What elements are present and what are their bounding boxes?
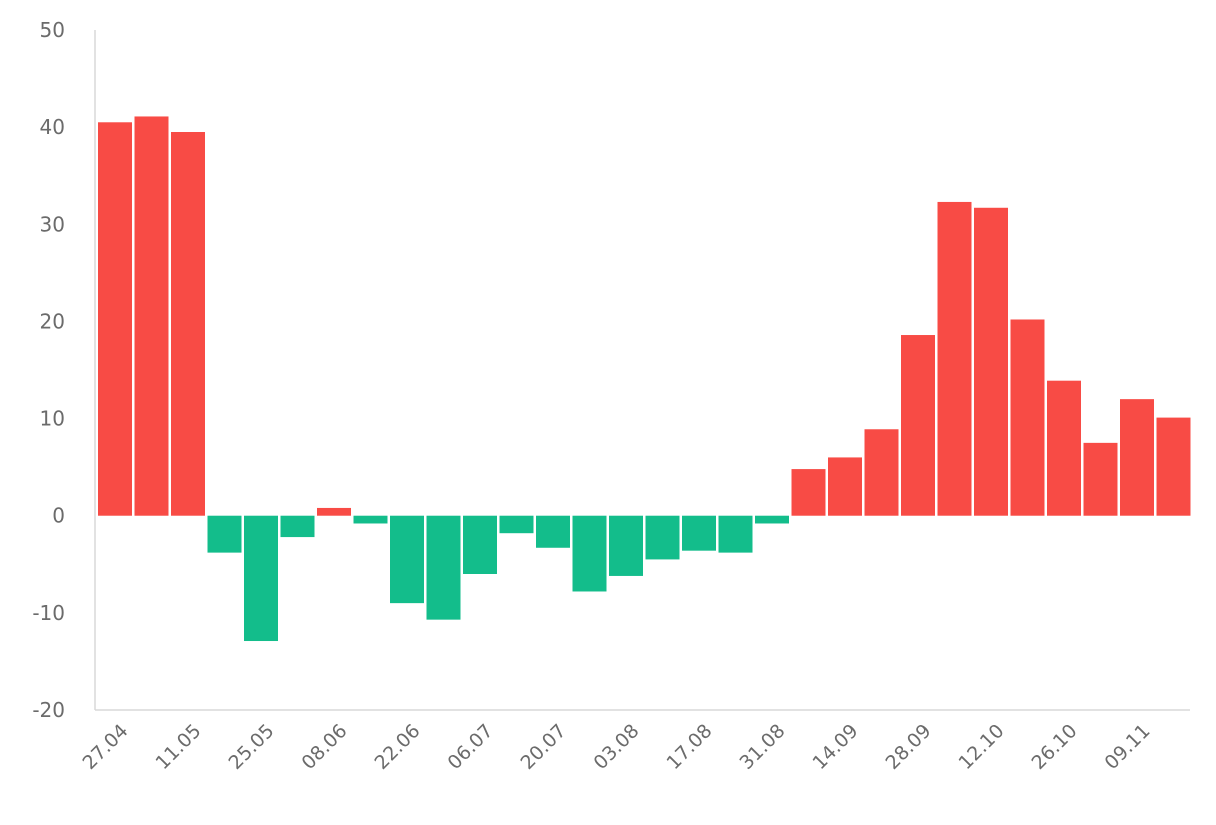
x-tick-label: 03.08 bbox=[590, 720, 644, 774]
x-tick-label: 08.06 bbox=[298, 720, 352, 774]
bar bbox=[390, 515, 424, 604]
y-tick-label: 40 bbox=[40, 115, 65, 139]
x-tick-label: 31.08 bbox=[736, 720, 790, 774]
bar bbox=[499, 515, 534, 534]
y-tick-label: -20 bbox=[32, 698, 65, 722]
y-tick-label: 10 bbox=[40, 407, 65, 431]
x-tick-label: 26.10 bbox=[1028, 720, 1082, 774]
x-tick-label: 06.07 bbox=[444, 720, 498, 774]
bar bbox=[536, 515, 570, 548]
bar bbox=[791, 469, 826, 516]
bar bbox=[755, 515, 789, 524]
bar bbox=[828, 457, 862, 516]
y-tick-label: 50 bbox=[40, 18, 65, 42]
x-axis-ticks: 27.04 11.05 25.05 08.06 22.06 06.07 20.07 03.08… bbox=[79, 720, 1155, 774]
bar bbox=[1047, 380, 1081, 516]
bar bbox=[609, 515, 643, 576]
bar bbox=[463, 515, 497, 574]
bar bbox=[901, 335, 935, 516]
y-tick-label: 30 bbox=[40, 212, 65, 236]
bar bbox=[134, 116, 169, 516]
x-tick-label: 20.07 bbox=[517, 720, 571, 774]
bar bbox=[207, 515, 242, 553]
bar bbox=[244, 515, 278, 642]
bar bbox=[572, 515, 607, 592]
y-tick-label: 0 bbox=[52, 504, 65, 528]
bar bbox=[1083, 442, 1118, 516]
y-tick-label: -10 bbox=[32, 601, 65, 625]
x-tick-label: 17.08 bbox=[663, 720, 717, 774]
x-tick-label: 22.06 bbox=[371, 720, 425, 774]
bar bbox=[353, 515, 388, 524]
bar bbox=[280, 515, 315, 538]
bar bbox=[171, 132, 205, 516]
x-tick-label: 09.11 bbox=[1101, 720, 1155, 774]
y-tick-label: 20 bbox=[40, 309, 65, 333]
x-tick-label: 14.09 bbox=[809, 720, 863, 774]
x-tick-label: 25.05 bbox=[225, 720, 279, 774]
x-tick-label: 28.09 bbox=[882, 720, 936, 774]
bar bbox=[682, 515, 716, 551]
x-tick-label: 27.04 bbox=[79, 720, 133, 774]
bar bbox=[426, 515, 461, 620]
bar bbox=[718, 515, 753, 553]
bars-group bbox=[98, 116, 1191, 642]
bar bbox=[645, 515, 680, 560]
bar bbox=[1010, 319, 1045, 516]
bar bbox=[937, 201, 972, 516]
bar bbox=[864, 429, 899, 516]
x-tick-label: 11.05 bbox=[152, 720, 206, 774]
y-axis-ticks: 50 40 30 20 10 0 -10 -20 bbox=[32, 18, 65, 722]
bar bbox=[317, 507, 351, 516]
bar bbox=[974, 207, 1008, 516]
bar bbox=[1156, 417, 1191, 516]
bar bbox=[98, 122, 132, 516]
x-tick-label: 12.10 bbox=[955, 720, 1009, 774]
bar bbox=[1120, 399, 1154, 516]
